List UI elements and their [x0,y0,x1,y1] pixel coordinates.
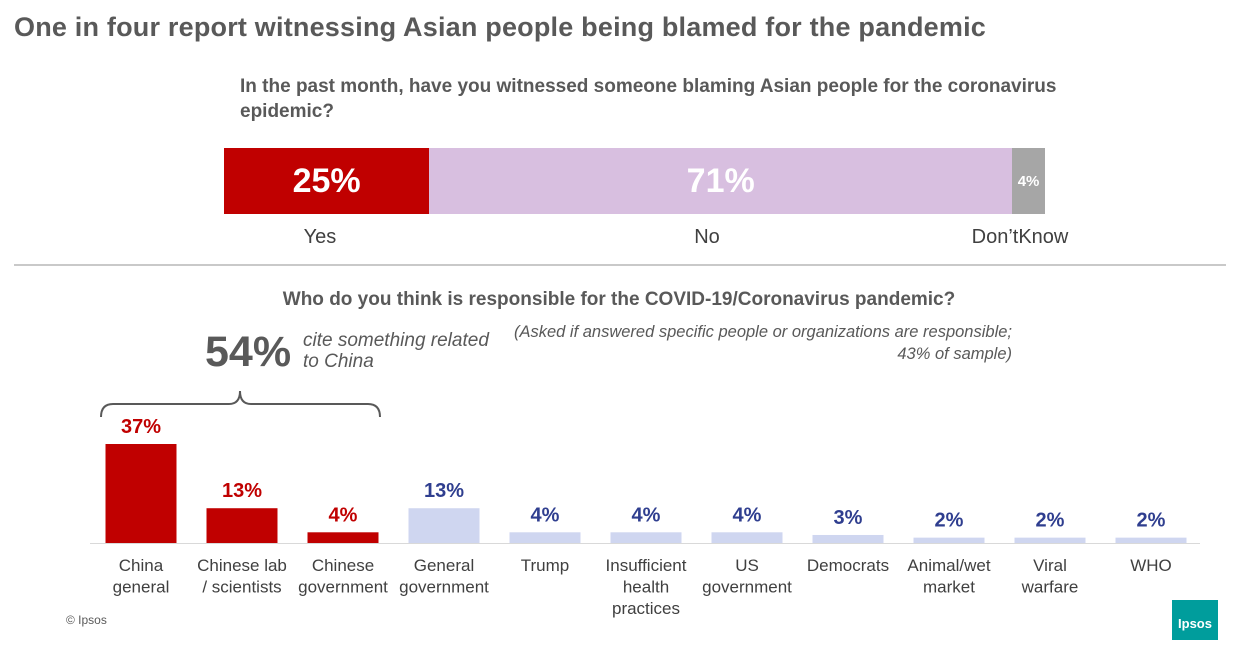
sample-note: (Asked if answered specific people or or… [513,323,1012,363]
stack-segment-3: 4% [1012,148,1045,214]
category-label: Insufficient health practices [606,556,687,618]
china-callout-value: 54% [205,328,292,376]
bar [509,532,581,543]
logo-text: Ipsos [1178,616,1212,631]
stack-value-label: 71% [686,161,755,200]
category-label: Viral warfare [1021,556,1079,597]
category-label: Chinese government [298,556,388,597]
data-label: 4% [531,504,560,526]
question-1: In the past month, have you witnessed so… [240,76,1057,122]
data-label: 3% [834,507,863,529]
china-bracket [100,390,381,418]
bar [307,532,379,543]
category-label: Democrats [807,556,889,575]
category-label: Trump [521,556,570,575]
logo-mark [1172,600,1218,616]
category-label: China general [113,556,170,597]
stack-value-label: 4% [1017,172,1040,190]
category-label: WHO [1130,556,1172,575]
bar [913,537,985,543]
data-label: 4% [632,504,661,526]
bar [610,532,682,543]
ipsos-logo: Ipsos [1172,600,1218,640]
stack-category-label: Don’tKnow [971,226,1069,248]
category-label: Chinese lab / scientists [197,556,287,597]
bar [1014,537,1086,543]
data-label: 2% [935,510,964,532]
bar [408,508,480,543]
data-label: 4% [329,504,358,526]
category-label: US government [702,556,792,597]
bar [1115,537,1187,543]
bar [711,532,783,543]
stack-category-label: Yes [303,226,337,248]
bar [812,534,884,543]
copyright: © Ipsos [66,613,107,627]
china-callout-text: cite something related to China [303,330,489,372]
question-2: Who do you think is responsible for the … [282,289,956,310]
category-label: Animal/wet market [907,556,990,597]
stack-segment-2: 71% [429,148,1013,214]
bar [105,444,177,543]
section-divider [14,264,1226,266]
stack-category-label: No [694,226,720,248]
stack-value-label: 25% [292,161,361,200]
data-label: 13% [424,480,464,502]
data-label: 37% [121,416,161,438]
data-label: 2% [1036,510,1065,532]
chart-title: One in four report witnessing Asian peop… [14,12,987,42]
data-label: 2% [1137,510,1166,532]
category-label: General government [399,556,489,597]
bar [206,508,278,543]
data-label: 4% [733,504,762,526]
stack-segment-1: 25% [224,148,430,214]
data-label: 13% [222,480,262,502]
